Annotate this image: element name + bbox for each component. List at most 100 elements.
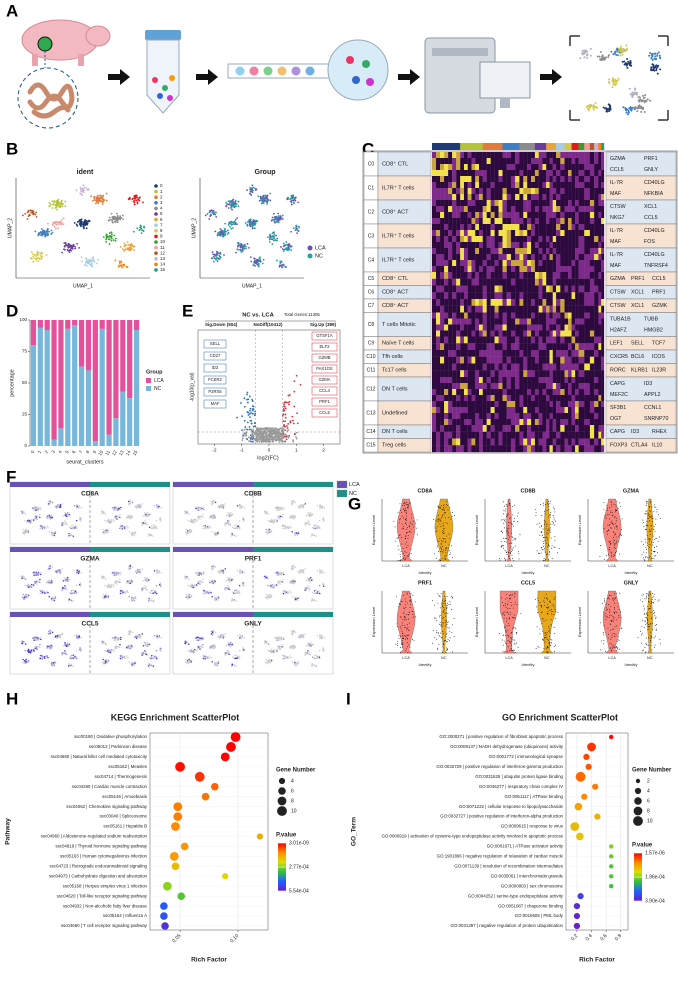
- heatmap-cell: [575, 439, 579, 446]
- heatmap-cell: [568, 279, 572, 286]
- heatmap-cell: [491, 389, 495, 395]
- heatmap-cell: [553, 272, 556, 279]
- row-id: C5: [368, 276, 375, 282]
- x-tick-label: 2: [322, 447, 325, 453]
- heatmap-cell: [440, 242, 444, 248]
- heatmap-cell: [475, 260, 479, 266]
- heatmap-cell: [584, 224, 590, 230]
- heatmap-cell: [601, 254, 604, 260]
- heatmap-cell: [452, 242, 456, 248]
- heatmap-cell: [487, 343, 491, 350]
- bar-segment: [51, 440, 56, 446]
- feature-point: [116, 508, 118, 510]
- heatmap-cell: [475, 445, 479, 452]
- heatmap-cell: [598, 401, 601, 407]
- heatmap-cell: [452, 182, 456, 188]
- umap-point: [291, 204, 293, 206]
- bar-segment: [79, 320, 84, 367]
- heatmap-cell: [535, 176, 539, 182]
- heatmap-cell: [468, 432, 472, 439]
- heatmap-cell: [535, 395, 539, 401]
- bar-segment: [45, 320, 50, 330]
- heatmap-cell: [549, 200, 552, 206]
- heatmap-cell: [460, 401, 464, 407]
- heatmap-cell: [556, 292, 560, 299]
- heatmap-cell: [495, 325, 499, 331]
- umap-point: [297, 229, 299, 231]
- gene-point: [274, 430, 276, 432]
- heatmap-cell: [507, 395, 511, 401]
- heatmap-cell: [590, 279, 594, 286]
- umap-point: [209, 211, 211, 213]
- heatmap-cell: [487, 432, 491, 439]
- heatmap-cell: [546, 236, 549, 242]
- heatmap-cell: [535, 401, 539, 407]
- umap-point: [36, 258, 38, 260]
- heatmap-cell: [556, 286, 560, 293]
- gene-point: [291, 416, 293, 418]
- heatmap-cell: [579, 432, 585, 439]
- heatmap-cell: [572, 306, 576, 313]
- gene-point: [269, 438, 271, 440]
- heatmap-cell: [468, 176, 472, 182]
- heatmap-cell: [511, 299, 515, 306]
- heatmap-cell: [598, 212, 601, 218]
- heatmap-cell: [468, 188, 472, 194]
- umap-point: [295, 227, 297, 229]
- heatmap-cell: [527, 279, 531, 286]
- heatmap-cell: [575, 158, 579, 164]
- heatmap-cell: [452, 370, 456, 377]
- gene-label: CCL4: [319, 388, 330, 393]
- heatmap-cell: [502, 224, 506, 230]
- heatmap-cell: [546, 188, 549, 194]
- umap-point: [264, 194, 266, 196]
- heatmap-cell: [568, 206, 572, 212]
- heatmap-cell: [448, 242, 452, 248]
- umap-point: [231, 207, 233, 209]
- heatmap-cell: [568, 272, 572, 279]
- heatmap-cell: [502, 176, 506, 182]
- heatmap-cell: [575, 343, 579, 350]
- sequencer-slot: [432, 48, 488, 56]
- heatmap-cell: [495, 313, 499, 319]
- heatmap-cell: [546, 176, 549, 182]
- heatmap-cell: [565, 242, 569, 248]
- tsne-dot: [655, 64, 657, 66]
- umap-point: [275, 216, 277, 218]
- heatmap-cell: [432, 212, 436, 218]
- heatmap-cell: [464, 236, 468, 242]
- heatmap-cell: [590, 158, 594, 164]
- heatmap-cell: [590, 182, 594, 188]
- umap-point: [123, 250, 125, 252]
- gene-point: [283, 410, 285, 412]
- gene-point: [288, 429, 290, 431]
- heatmap-cell: [444, 236, 448, 242]
- umap-point: [32, 256, 34, 258]
- feature-point: [50, 500, 52, 502]
- heatmap-cell: [594, 306, 598, 313]
- heatmap-cell: [448, 383, 452, 389]
- tsne-dot: [615, 54, 617, 56]
- heatmap-cell: [511, 364, 515, 371]
- heatmap-cell: [542, 272, 546, 279]
- heatmap-cell: [499, 331, 503, 337]
- heatmap-cell: [464, 445, 468, 452]
- heatmap-cell: [464, 170, 468, 176]
- heatmap-cell: [440, 357, 444, 364]
- heatmap-cell: [579, 230, 585, 236]
- heatmap-cell: [515, 242, 519, 248]
- heatmap-cell: [479, 425, 483, 432]
- heatmap-cell: [519, 343, 523, 350]
- heatmap-cell: [499, 432, 503, 439]
- heatmap-cell: [535, 182, 539, 188]
- gene-point: [284, 440, 286, 442]
- heatmap-cell: [432, 439, 436, 446]
- heatmap-cell: [553, 158, 556, 164]
- heatmap-cell: [483, 286, 487, 293]
- heatmap-cell: [549, 272, 552, 279]
- heatmap-cell: [507, 377, 511, 383]
- heatmap-cell: [594, 401, 598, 407]
- heatmap-cell: [560, 357, 564, 364]
- heatmap-cell: [483, 419, 487, 425]
- heatmap-cell: [475, 272, 479, 279]
